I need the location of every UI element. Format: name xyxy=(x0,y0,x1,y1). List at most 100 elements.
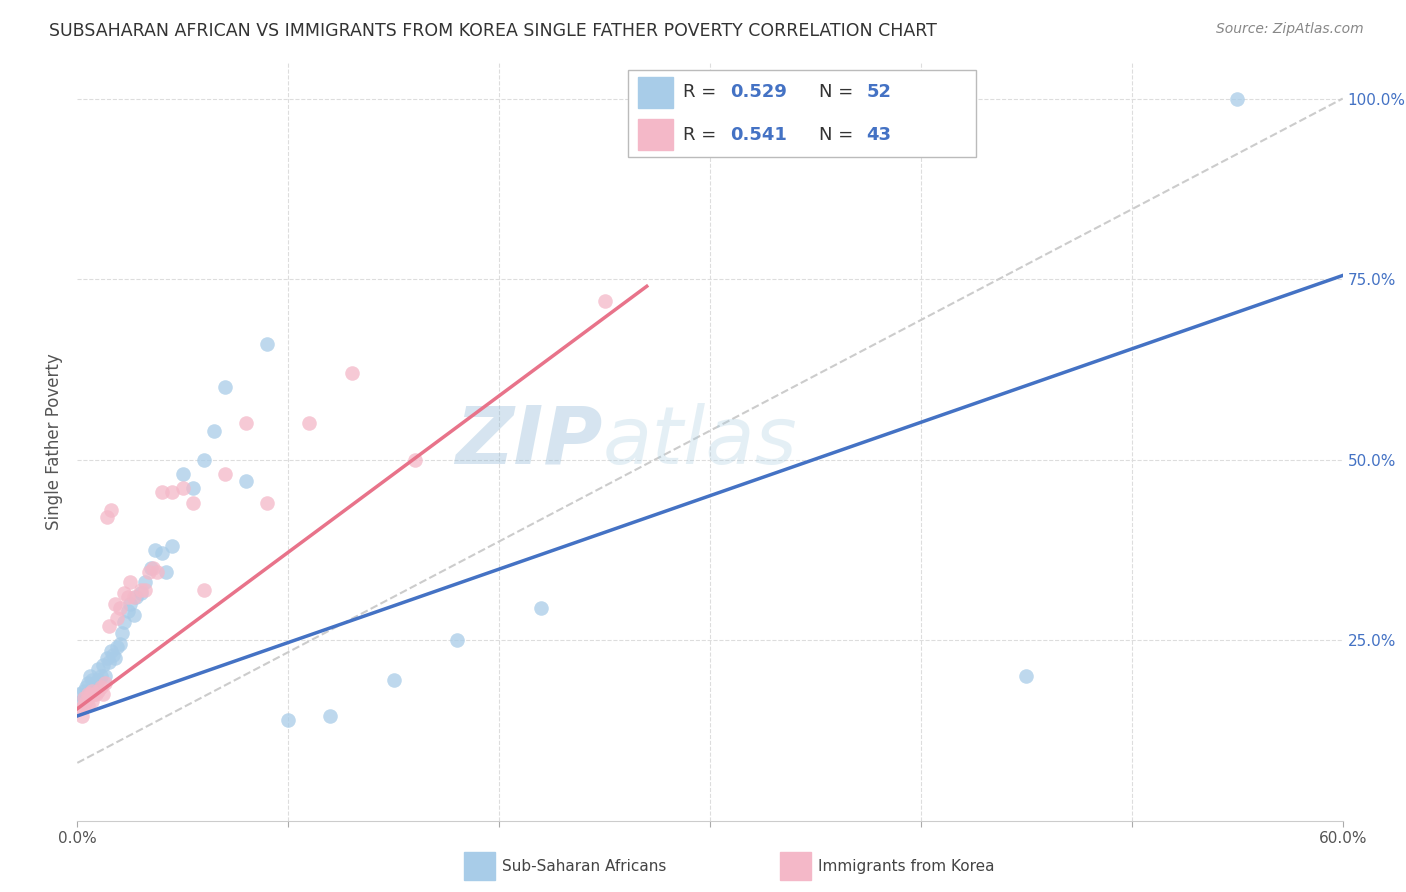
Text: SUBSAHARAN AFRICAN VS IMMIGRANTS FROM KOREA SINGLE FATHER POVERTY CORRELATION CH: SUBSAHARAN AFRICAN VS IMMIGRANTS FROM KO… xyxy=(49,22,936,40)
Point xyxy=(112,615,135,629)
Point xyxy=(1226,91,1249,105)
Point xyxy=(183,496,205,510)
Point xyxy=(142,561,165,575)
Point xyxy=(117,590,139,604)
Point xyxy=(172,482,194,496)
Point xyxy=(67,687,90,701)
Point xyxy=(298,417,321,431)
Point xyxy=(100,503,122,517)
Point xyxy=(75,694,97,708)
Point xyxy=(98,655,120,669)
Text: Sub-Saharan Africans: Sub-Saharan Africans xyxy=(502,859,666,873)
Point xyxy=(91,658,114,673)
Point xyxy=(91,687,114,701)
Point xyxy=(112,586,135,600)
Point xyxy=(86,687,108,701)
Point xyxy=(76,687,98,701)
Point xyxy=(73,698,96,712)
Point xyxy=(76,687,98,701)
Point xyxy=(104,651,127,665)
Point xyxy=(129,582,152,597)
Point xyxy=(67,702,90,716)
Point xyxy=(277,713,299,727)
Point xyxy=(79,687,101,701)
Point xyxy=(82,694,104,708)
Point xyxy=(235,417,257,431)
Point xyxy=(256,496,278,510)
Point xyxy=(76,676,98,690)
Point xyxy=(73,690,96,705)
Point xyxy=(93,669,115,683)
Point xyxy=(214,380,236,394)
Point xyxy=(124,590,146,604)
Point xyxy=(134,575,156,590)
Point xyxy=(120,575,141,590)
Point xyxy=(90,669,111,683)
Point xyxy=(141,561,163,575)
Point xyxy=(134,582,156,597)
Point xyxy=(111,626,132,640)
Point xyxy=(155,565,177,579)
Point xyxy=(446,633,468,648)
Point xyxy=(319,709,342,723)
Point xyxy=(129,586,152,600)
Point xyxy=(124,607,146,622)
Point xyxy=(98,618,120,632)
Point xyxy=(73,690,96,705)
Point xyxy=(183,482,205,496)
Point xyxy=(382,673,405,687)
Point xyxy=(235,475,257,489)
Point xyxy=(73,683,96,698)
Point xyxy=(214,467,236,481)
Point xyxy=(93,676,115,690)
Point xyxy=(108,637,131,651)
Point xyxy=(70,694,93,708)
Point xyxy=(172,467,194,481)
Point xyxy=(87,673,110,687)
Text: ZIP: ZIP xyxy=(456,402,603,481)
Point xyxy=(96,651,118,665)
Point xyxy=(90,680,111,694)
Point xyxy=(82,673,104,687)
Point xyxy=(699,91,721,105)
Point xyxy=(87,683,110,698)
Point xyxy=(104,597,127,611)
Point xyxy=(145,542,166,557)
Point xyxy=(138,565,160,579)
Point xyxy=(75,680,97,694)
Point xyxy=(193,582,215,597)
Point xyxy=(150,546,173,560)
Point xyxy=(100,644,122,658)
Point xyxy=(87,662,110,676)
Point xyxy=(193,452,215,467)
Point xyxy=(79,669,101,683)
Text: atlas: atlas xyxy=(603,402,797,481)
Point xyxy=(120,597,141,611)
Point xyxy=(96,510,118,524)
Point xyxy=(86,676,108,690)
Point xyxy=(1015,669,1038,683)
Point xyxy=(108,600,131,615)
Point xyxy=(530,600,553,615)
Point xyxy=(204,424,226,438)
Point xyxy=(83,687,105,701)
Point xyxy=(82,683,104,698)
Point xyxy=(82,683,104,698)
Point xyxy=(150,485,173,500)
Point xyxy=(146,565,169,579)
Point xyxy=(404,452,426,467)
Point xyxy=(107,611,129,625)
Point xyxy=(340,366,363,380)
Point xyxy=(125,590,148,604)
Text: Source: ZipAtlas.com: Source: ZipAtlas.com xyxy=(1216,22,1364,37)
Point xyxy=(107,640,129,655)
Text: Immigrants from Korea: Immigrants from Korea xyxy=(818,859,995,873)
Point xyxy=(256,337,278,351)
Point xyxy=(103,648,124,662)
Y-axis label: Single Father Poverty: Single Father Poverty xyxy=(45,353,63,530)
Point xyxy=(117,604,139,618)
Point xyxy=(162,485,183,500)
Point xyxy=(70,709,93,723)
Point xyxy=(76,698,98,712)
Point xyxy=(593,293,616,308)
